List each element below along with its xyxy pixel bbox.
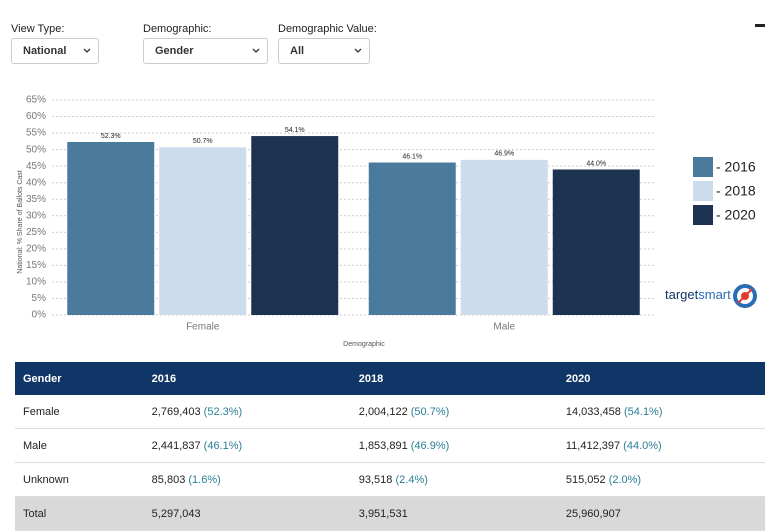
count: 2,004,122 — [358, 405, 408, 418]
bar — [368, 162, 456, 315]
table-cell: 93,518 (2.4%) — [350, 462, 558, 497]
table-cell: 5,297,043 — [143, 496, 351, 531]
bar — [159, 147, 247, 315]
data-label: 44.0% — [586, 160, 606, 167]
table-cell: 11,412,397 (44.0%) — [557, 428, 765, 463]
data-label: 46.9% — [494, 151, 514, 158]
legend-swatch — [693, 157, 713, 177]
column-header: 2020 — [557, 362, 765, 395]
count: 11,412,397 — [565, 439, 621, 452]
bar — [552, 169, 640, 315]
y-tick-label: 55% — [26, 128, 46, 139]
y-axis-title: National: % Share of Ballots Cast — [17, 170, 24, 274]
table-cell: Unknown — [15, 462, 144, 497]
control-label: View Type: — [11, 23, 65, 35]
chevron — [354, 48, 362, 53]
data-table: Gender 2016 2018 2020 Female 2,769,403 (52.3%… — [15, 362, 765, 531]
select[interactable]: Gender — [143, 38, 268, 64]
y-tick-label: 65% — [26, 95, 46, 106]
count: 14,033,458 — [565, 405, 621, 418]
share: (46.9%) — [410, 439, 450, 452]
bar — [251, 136, 339, 315]
count: 2,441,837 — [151, 439, 201, 452]
data-label: 52.3% — [101, 133, 121, 140]
table-row: Female 2,769,403 (52.3%) 2,004,122 (50.7%)… — [15, 395, 765, 429]
control-label: Demographic Value: — [278, 23, 377, 35]
legend-swatch — [693, 181, 713, 201]
table-cell: 1,853,891 (46.9%) — [350, 428, 558, 463]
chevron — [252, 48, 260, 53]
column-header: 2018 — [350, 362, 558, 395]
y-tick-label: 50% — [26, 144, 46, 155]
y-tick-label: 20% — [26, 243, 46, 254]
y-tick-label: 0% — [32, 310, 47, 321]
select-value: Gender — [155, 45, 194, 57]
collapse-button[interactable] — [755, 24, 765, 27]
share: (52.3%) — [203, 405, 243, 418]
share: (54.1%) — [623, 405, 663, 418]
count: 1,853,891 — [358, 439, 408, 452]
share: (46.1%) — [203, 439, 243, 452]
table-cell: 25,960,907 — [557, 496, 765, 531]
brand-part: smart — [698, 287, 731, 302]
table-cell: Male — [15, 428, 144, 463]
share: (44.0%) — [623, 439, 662, 452]
y-tick-label: 5% — [32, 293, 47, 304]
table-cell: 515,052 (2.0%) — [557, 462, 765, 497]
table-cell: 2,004,122 (50.7%) — [350, 395, 558, 429]
table-cell: 85,803 (1.6%) — [143, 462, 351, 497]
share: (2.0%) — [608, 473, 642, 486]
count: 85,803 — [151, 473, 186, 486]
chart: Demographic National: % Share of Ballots… — [17, 95, 757, 348]
brand-part: target — [665, 287, 699, 302]
chevron — [83, 48, 91, 53]
brand: targetsmart — [665, 287, 731, 302]
y-tick-label: 60% — [26, 111, 46, 122]
y-tick-label: 15% — [26, 260, 46, 271]
bar — [67, 142, 155, 315]
y-tick-label: 25% — [26, 227, 46, 238]
legend-label: - 2018 — [716, 183, 756, 199]
share: (50.7%) — [410, 405, 450, 418]
select-value: National — [23, 45, 67, 57]
select-value: All — [290, 45, 305, 57]
table-cell: 2,441,837 (46.1%) — [143, 428, 351, 463]
table-row: Male 2,441,837 (46.1%) 1,853,891 (46.9%) 11… — [15, 428, 765, 463]
bar — [460, 159, 548, 315]
y-tick-label: 30% — [26, 210, 46, 221]
data-label: 46.1% — [402, 153, 422, 160]
data-label: 54.1% — [285, 127, 305, 134]
count: 515,052 — [565, 473, 606, 486]
table-cell: 2,769,403 (52.3%) — [143, 395, 351, 429]
count: 2,769,403 — [151, 405, 201, 418]
select[interactable]: All — [278, 38, 370, 64]
table-cell: Total — [15, 496, 144, 531]
legend-label: - 2016 — [716, 159, 756, 175]
column-header: Gender — [15, 362, 144, 395]
y-tick-label: 10% — [26, 277, 46, 288]
y-tick-label: 45% — [26, 161, 46, 172]
x-tick-label: Female — [186, 322, 220, 333]
y-tick-label: 35% — [26, 194, 46, 205]
table-row: Unknown 85,803 (1.6%) 93,518 (2.4%) 515,052… — [15, 462, 765, 497]
x-axis-title: Demographic — [343, 341, 385, 348]
column-header: 2016 — [143, 362, 351, 395]
count: 93,518 — [358, 473, 393, 486]
legend-label: - 2020 — [716, 207, 756, 223]
share: (2.4%) — [395, 473, 428, 486]
legend-swatch — [693, 205, 713, 225]
select[interactable]: National — [11, 38, 99, 64]
table-cell: 14,033,458 (54.1%) — [557, 395, 765, 429]
data-label: 50.7% — [193, 138, 213, 145]
brand-icon — [733, 284, 757, 308]
control-label: Demographic: — [143, 23, 212, 35]
page: View Type: National Demographic: Gender Demo… — [11, 23, 765, 531]
table-cell: Female — [15, 395, 144, 429]
table-row: Total 5,297,043 3,951,531 25,960,907 — [15, 496, 765, 531]
x-tick-label: Male — [493, 322, 515, 333]
y-tick-label: 40% — [26, 177, 46, 188]
share: (1.6%) — [188, 473, 221, 486]
table-cell: 3,951,531 — [350, 496, 558, 531]
